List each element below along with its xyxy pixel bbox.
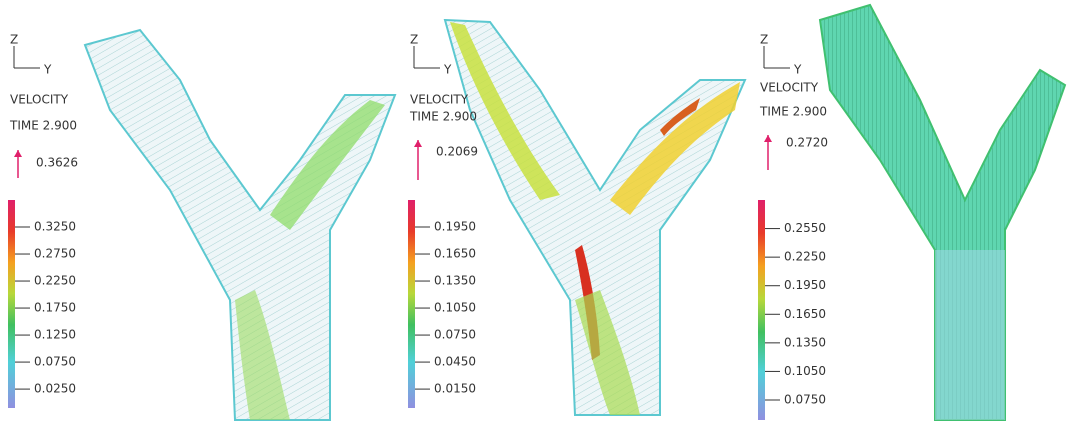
colorbar-label: 0.1050 bbox=[434, 301, 476, 315]
quantity-label: VELOCITY bbox=[760, 81, 819, 95]
colorbar-label: 0.1250 bbox=[34, 328, 76, 342]
axis-label: Z bbox=[760, 33, 768, 47]
colorbar-label: 0.0250 bbox=[34, 382, 76, 396]
colorbar-label: 0.0750 bbox=[434, 328, 476, 342]
colorbar bbox=[408, 200, 415, 408]
colorbar-label: 0.1750 bbox=[34, 301, 76, 315]
reference-value: 0.2720 bbox=[786, 136, 828, 150]
colorbar-label: 0.1350 bbox=[784, 335, 826, 349]
colorbar-label: 0.2750 bbox=[34, 247, 76, 261]
axis-label: Y bbox=[43, 63, 52, 77]
axis-label: Y bbox=[793, 63, 802, 77]
colorbar-label: 0.1950 bbox=[784, 278, 826, 292]
axis-label: Y bbox=[443, 63, 452, 77]
reference-arrow-head bbox=[414, 140, 422, 147]
colorbar-label: 0.1650 bbox=[784, 307, 826, 321]
colorbar-label: 0.0450 bbox=[434, 355, 476, 369]
vessel-field-3 bbox=[820, 5, 1065, 420]
time-label: TIME 2.900 bbox=[9, 119, 77, 133]
colorbar-label: 0.1950 bbox=[434, 220, 476, 234]
colorbar-label: 0.1650 bbox=[434, 247, 476, 261]
page: {"panels": [ {"axis_up": "Z", "axis_righ… bbox=[0, 0, 1072, 428]
reference-arrow-head bbox=[14, 150, 22, 157]
colorbar-label: 0.0750 bbox=[784, 393, 826, 407]
colorbar-label: 0.2250 bbox=[34, 274, 76, 288]
vessel-field-1 bbox=[85, 30, 395, 420]
reference-value: 0.2069 bbox=[436, 145, 478, 159]
colorbar-label: 0.1050 bbox=[784, 364, 826, 378]
quantity-label: VELOCITY bbox=[410, 93, 469, 107]
axis-label: Z bbox=[410, 33, 418, 47]
axis-label: Z bbox=[10, 33, 18, 47]
vessel-field-2 bbox=[445, 20, 745, 415]
colorbar-label: 0.1350 bbox=[434, 274, 476, 288]
quantity-label: VELOCITY bbox=[10, 93, 69, 107]
colorbar-label: 0.2550 bbox=[784, 221, 826, 235]
reference-value: 0.3626 bbox=[36, 156, 78, 170]
colorbar bbox=[8, 200, 15, 408]
colorbar-label: 0.0150 bbox=[434, 382, 476, 396]
colorbar bbox=[758, 200, 765, 420]
figure: Z Y VELOCITY TIME 2.900 0.3626 0.3250 0.2750 0.… bbox=[0, 0, 1072, 424]
colorbar-label: 0.2250 bbox=[784, 250, 826, 264]
time-label: TIME 2.900 bbox=[409, 110, 477, 124]
time-label: TIME 2.900 bbox=[759, 105, 827, 119]
colorbar-label: 0.3250 bbox=[34, 220, 76, 234]
colorbar-label: 0.0750 bbox=[34, 355, 76, 369]
reference-arrow-head bbox=[764, 135, 772, 142]
